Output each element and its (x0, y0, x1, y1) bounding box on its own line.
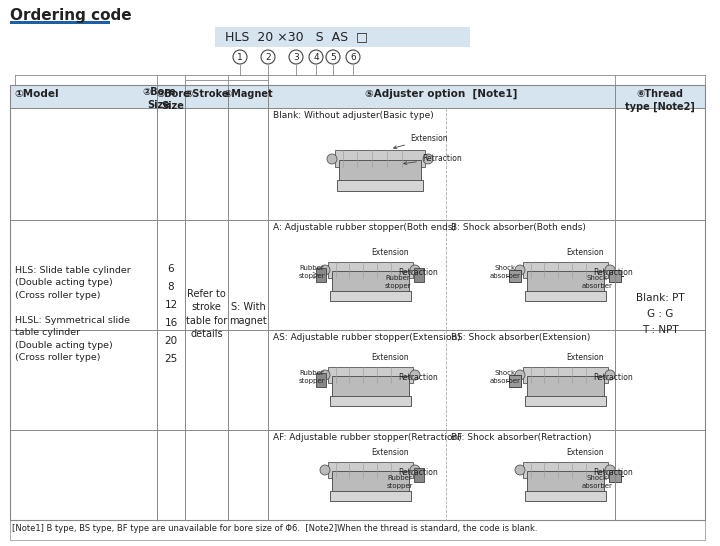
Bar (332, 471, 409, 492)
Text: BS: Shock absorber(Extension): BS: Shock absorber(Extension) (451, 333, 590, 342)
Text: Retraction: Retraction (593, 373, 633, 382)
Text: 5: 5 (330, 52, 336, 62)
Text: Blank: PT
G : G
T : NPT: Blank: PT G : G T : NPT (636, 293, 684, 335)
Bar (215, 27, 470, 47)
Text: HLS: Slide table cylinder
(Double acting type)
(Cross roller type)

HLSL: Symmet: HLS: Slide table cylinder (Double acting… (15, 266, 131, 362)
Text: 4: 4 (313, 52, 319, 62)
Text: Extension: Extension (372, 448, 409, 457)
Text: Extension: Extension (372, 248, 409, 257)
Bar (414, 268, 424, 282)
Circle shape (410, 265, 420, 275)
Text: ④Magnet: ④Magnet (223, 89, 273, 99)
Bar (523, 367, 608, 383)
Circle shape (320, 465, 330, 475)
Bar (509, 375, 521, 387)
Text: Ordering code: Ordering code (10, 8, 132, 23)
Circle shape (320, 370, 330, 380)
Text: ⑥Thread
type [Note2]: ⑥Thread type [Note2] (625, 89, 695, 112)
Text: BF: Shock absorber(Retraction): BF: Shock absorber(Retraction) (451, 433, 592, 442)
Bar (332, 271, 409, 292)
Bar (330, 291, 411, 301)
Bar (527, 271, 604, 292)
Text: Refer to
stroke
table for
details: Refer to stroke table for details (186, 289, 227, 339)
Bar (328, 367, 413, 383)
Bar (335, 150, 425, 167)
Text: Extension: Extension (566, 248, 604, 257)
Bar (525, 291, 606, 301)
Circle shape (327, 154, 337, 164)
Circle shape (605, 370, 615, 380)
Bar (609, 470, 621, 482)
Circle shape (423, 154, 433, 164)
Bar (10, 85, 705, 520)
Text: B: Shock absorber(Both ends): B: Shock absorber(Both ends) (451, 223, 586, 232)
Text: Retraction: Retraction (398, 373, 438, 382)
Text: Shock
absorber: Shock absorber (582, 476, 613, 489)
Bar (525, 491, 606, 501)
Bar (10, 85, 705, 108)
Text: Rubber
stopper: Rubber stopper (299, 370, 325, 384)
Text: Shock
absorber: Shock absorber (490, 265, 521, 279)
Text: ①Model: ①Model (14, 89, 58, 99)
Circle shape (410, 370, 420, 380)
Bar (328, 262, 413, 278)
Text: S: With
magnet: S: With magnet (229, 302, 267, 325)
Bar (332, 376, 409, 397)
Text: [Note1] B type, BS type, BF type are unavailable for bore size of Φ6.  [Note2]Wh: [Note1] B type, BS type, BF type are una… (12, 524, 538, 533)
Text: ③Stroke: ③Stroke (184, 89, 229, 99)
Text: Retraction: Retraction (398, 468, 438, 477)
Bar (525, 396, 606, 406)
Text: Rubber
stopper: Rubber stopper (299, 265, 325, 279)
Circle shape (515, 370, 525, 380)
Text: ②Bore
Size: ②Bore Size (142, 87, 176, 110)
Text: Rubber
stopper: Rubber stopper (384, 276, 411, 289)
Text: HLS  20 ×30   S  AS  □: HLS 20 ×30 S AS □ (225, 30, 368, 43)
Bar (339, 160, 421, 182)
Circle shape (605, 265, 615, 275)
Circle shape (320, 265, 330, 275)
Text: Retraction: Retraction (593, 268, 633, 277)
Bar (337, 180, 423, 191)
Bar (527, 471, 604, 492)
Text: Extension: Extension (566, 353, 604, 362)
Circle shape (515, 465, 525, 475)
Bar (10, 21, 110, 24)
Text: Extension: Extension (566, 448, 604, 457)
Text: ⑤Adjuster option  [Note1]: ⑤Adjuster option [Note1] (365, 89, 518, 99)
Bar (527, 376, 604, 397)
Text: 1: 1 (237, 52, 243, 62)
Text: AS: Adjustable rubber stopper(Extension): AS: Adjustable rubber stopper(Extension) (273, 333, 461, 342)
Circle shape (605, 465, 615, 475)
Text: Rubber
stopper: Rubber stopper (387, 476, 413, 489)
Circle shape (410, 465, 420, 475)
Bar (316, 268, 326, 282)
Bar (609, 270, 621, 282)
Text: Extension: Extension (372, 353, 409, 362)
Text: 6: 6 (350, 52, 356, 62)
Text: ②Bore
Size: ②Bore Size (156, 89, 190, 111)
Text: Retraction: Retraction (398, 268, 438, 277)
Bar (523, 262, 608, 278)
Bar (523, 462, 608, 478)
Text: Shock
absorber: Shock absorber (490, 370, 521, 384)
Text: Retraction: Retraction (404, 154, 462, 165)
Text: Extension: Extension (394, 134, 448, 149)
Text: 3: 3 (293, 52, 299, 62)
Bar (330, 491, 411, 501)
Text: AF: Adjustable rubber stopper(Retraction): AF: Adjustable rubber stopper(Retraction… (273, 433, 462, 442)
Circle shape (515, 265, 525, 275)
Bar (10, 520, 705, 540)
Bar (330, 396, 411, 406)
Text: A: Adjustable rubber stopper(Both ends): A: Adjustable rubber stopper(Both ends) (273, 223, 456, 232)
Text: Blank: Without adjuster(Basic type): Blank: Without adjuster(Basic type) (273, 111, 433, 120)
Text: 6
8
12
16
20
25: 6 8 12 16 20 25 (164, 264, 178, 364)
Bar (328, 462, 413, 478)
Text: 2: 2 (265, 52, 271, 62)
Bar (509, 270, 521, 282)
Text: Retraction: Retraction (593, 468, 633, 477)
Text: Shock
absorber: Shock absorber (582, 276, 613, 289)
Bar (316, 373, 326, 387)
Bar (414, 468, 424, 482)
